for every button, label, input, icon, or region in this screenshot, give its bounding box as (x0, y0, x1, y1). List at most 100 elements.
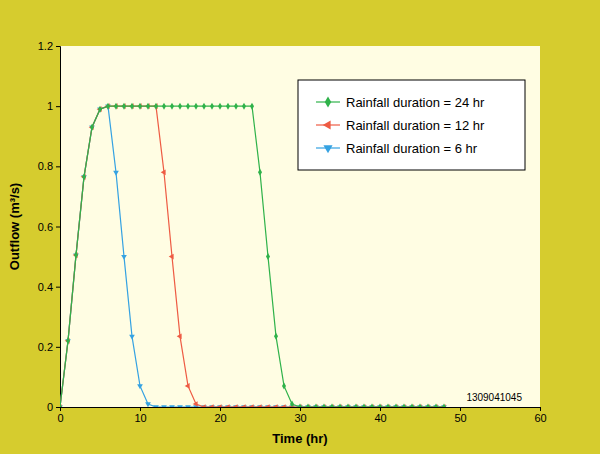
y-tick-label: 0.2 (38, 341, 53, 353)
series-marker (105, 103, 110, 109)
series-marker (170, 103, 174, 110)
series-marker (298, 404, 302, 407)
series-marker (129, 335, 135, 340)
series-marker (266, 253, 270, 260)
series-marker (145, 402, 151, 407)
series-marker (137, 384, 143, 389)
series-marker (330, 404, 334, 407)
series-marker (249, 404, 254, 407)
series-marker (130, 103, 134, 110)
series-marker (242, 103, 246, 110)
series-marker (193, 401, 198, 407)
series-marker (113, 171, 119, 176)
series-marker (138, 103, 142, 110)
background (0, 0, 600, 454)
y-tick-label: 0.6 (38, 221, 53, 233)
legend-label: Rainfall duration = 6 hr (346, 141, 478, 156)
series-marker (265, 404, 270, 407)
legend-label: Rainfall duration = 24 hr (346, 95, 485, 110)
y-tick: 0 (47, 401, 60, 413)
series-marker (98, 106, 102, 113)
x-tick-label: 10 (134, 412, 146, 424)
series-marker (185, 405, 191, 407)
x-tick-label: 20 (214, 412, 226, 424)
y-tick-label: 1.2 (38, 40, 53, 52)
series-marker (82, 173, 86, 180)
series-marker (314, 404, 318, 407)
legend-box (298, 80, 525, 170)
legend-marker (323, 145, 332, 153)
series-marker (258, 169, 262, 176)
series-marker (161, 170, 166, 176)
annotation: 1309041045 (466, 392, 522, 403)
y-tick: 0.8 (38, 160, 60, 172)
x-axis: 0102030405060 (57, 407, 546, 424)
series-marker (274, 333, 278, 340)
y-tick-label: 0 (47, 401, 53, 413)
y-tick-mark (56, 287, 60, 288)
series-marker (290, 401, 294, 407)
series-marker (257, 404, 262, 407)
x-axis-line (61, 408, 541, 412)
legend-marker (325, 96, 331, 107)
series-marker (202, 103, 206, 110)
series-marker (90, 124, 94, 131)
series-marker (233, 404, 238, 407)
series-marker (74, 252, 78, 259)
series-marker (218, 103, 222, 110)
series-marker (354, 404, 358, 407)
series-marker (146, 103, 150, 110)
series-marker (60, 404, 62, 407)
legend-label: Rainfall duration = 12 hr (346, 118, 485, 133)
x-tick-mark (380, 407, 381, 411)
x-axis-title: Time (hr) (272, 431, 327, 446)
series-marker (418, 404, 422, 407)
series-marker (378, 404, 382, 407)
series-marker (114, 103, 118, 110)
y-tick-label: 1 (47, 100, 53, 112)
y-tick: 0.4 (38, 281, 60, 293)
series-marker (386, 404, 390, 407)
series-marker (434, 404, 438, 407)
series-marker (442, 404, 446, 407)
series-marker (306, 404, 310, 407)
y-tick: 1.2 (38, 40, 60, 52)
series-marker (241, 404, 246, 407)
series-marker (338, 404, 342, 407)
series-marker (177, 405, 183, 407)
series-marker (162, 103, 166, 110)
chart: 010203040506000.20.40.60.811.2Time (hr)O… (0, 0, 600, 454)
series-marker (346, 404, 350, 407)
series-marker (210, 103, 214, 110)
series-marker (426, 404, 430, 407)
series-marker (402, 404, 406, 407)
x-tick-mark (220, 407, 221, 411)
x-tick-mark (140, 407, 141, 411)
series-marker (73, 252, 78, 258)
series-marker (185, 383, 190, 389)
series-marker (65, 338, 70, 344)
x-tick-mark (460, 407, 461, 411)
series-marker (169, 254, 174, 260)
y-axis-title: Outflow (m³/s) (7, 183, 22, 270)
series-marker (370, 404, 374, 407)
series-marker (177, 333, 182, 339)
series-marker (194, 103, 198, 110)
series-marker (186, 103, 190, 110)
x-tick: 30 (294, 407, 306, 424)
x-tick: 50 (454, 407, 466, 424)
y-tick-mark (56, 227, 60, 228)
series-marker (121, 255, 127, 260)
y-tick-label: 0.8 (38, 160, 53, 172)
y-tick: 0.2 (38, 341, 60, 353)
x-tick: 10 (134, 407, 146, 424)
y-axis-line (56, 47, 61, 408)
series-marker (281, 404, 286, 407)
series-marker (225, 404, 230, 407)
y-tick-mark (56, 46, 60, 47)
plot: 010203040506000.20.40.60.811.2 (38, 40, 547, 424)
series-marker (122, 103, 126, 110)
x-tick: 60 (534, 407, 546, 424)
series-marker (201, 404, 206, 407)
series-marker (178, 103, 182, 110)
